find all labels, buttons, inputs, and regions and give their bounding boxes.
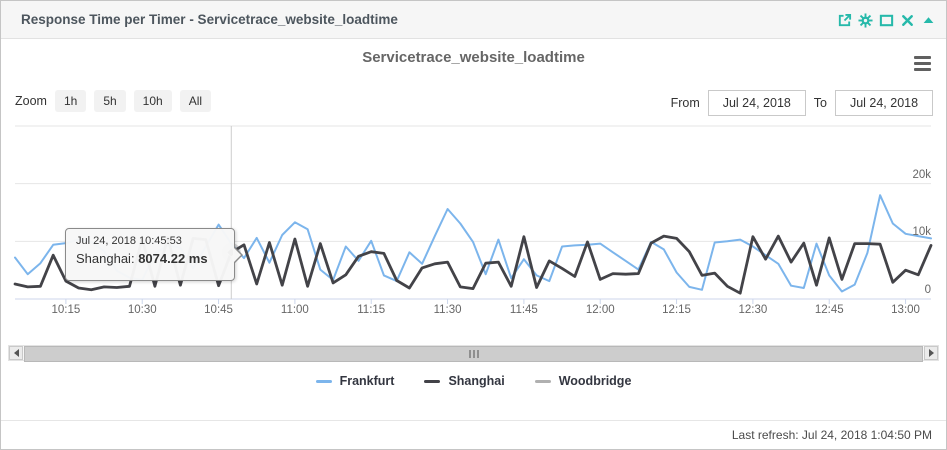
legend-label: Woodbridge bbox=[558, 374, 632, 388]
to-date-input[interactable] bbox=[835, 90, 933, 116]
gear-icon[interactable] bbox=[858, 13, 873, 28]
legend-item-shanghai[interactable]: Shanghai bbox=[424, 374, 505, 388]
close-icon[interactable] bbox=[900, 13, 915, 28]
x-axis-label: 13:00 bbox=[891, 304, 920, 316]
tooltip-value: Shanghai: 8074.22 ms bbox=[76, 251, 208, 266]
from-label: From bbox=[670, 96, 700, 110]
y-axis-label: 20k bbox=[912, 168, 931, 181]
tooltip-datetime: Jul 24, 2018 10:45:53 bbox=[76, 235, 182, 247]
widget-actions bbox=[837, 13, 936, 28]
from-date-input[interactable] bbox=[707, 90, 806, 116]
scrollbar-left-arrow-icon[interactable] bbox=[9, 346, 23, 360]
y-axis-label: 0 bbox=[924, 284, 931, 296]
widget-footer: Last refresh: Jul 24, 2018 1:04:50 PM bbox=[1, 420, 946, 449]
zoom-button-10h[interactable]: 10h bbox=[133, 90, 172, 112]
zoom-toolbar: Zoom 1h 5h 10h All bbox=[15, 90, 212, 112]
zoom-label: Zoom bbox=[15, 94, 47, 108]
open-new-window-icon[interactable] bbox=[837, 13, 852, 28]
x-axis-label: 10:15 bbox=[51, 304, 81, 316]
legend-swatch bbox=[315, 379, 332, 383]
scrollbar-right-arrow-icon[interactable] bbox=[924, 346, 938, 360]
chart-legend: Frankfurt Shanghai Woodbridge bbox=[1, 374, 946, 388]
chart-scrollbar bbox=[8, 345, 939, 362]
chart-context-menu-icon[interactable] bbox=[914, 56, 931, 71]
chart-tooltip: Jul 24, 2018 10:45:53 Shanghai: 8074.22 … bbox=[65, 228, 243, 281]
x-axis-label: 10:45 bbox=[204, 304, 233, 316]
scrollbar-thumb[interactable] bbox=[24, 346, 923, 362]
x-axis-label: 10:30 bbox=[127, 304, 157, 316]
legend-swatch bbox=[534, 379, 551, 383]
legend-label: Frankfurt bbox=[339, 374, 395, 388]
x-axis-label: 11:30 bbox=[433, 304, 462, 316]
legend-swatch bbox=[424, 379, 441, 383]
legend-item-frankfurt[interactable]: Frankfurt bbox=[315, 374, 395, 388]
widget-title: Response Time per Timer - Servicetrace_w… bbox=[21, 12, 398, 27]
date-range-toolbar: From To bbox=[671, 90, 933, 116]
x-axis-label: 11:00 bbox=[280, 304, 309, 316]
y-axis-label: 10k bbox=[912, 226, 931, 239]
last-refresh-text: Last refresh: Jul 24, 2018 1:04:50 PM bbox=[731, 428, 932, 442]
to-label: To bbox=[813, 96, 827, 110]
x-axis-label: 11:45 bbox=[509, 304, 538, 316]
x-axis-label: 12:45 bbox=[814, 304, 844, 316]
zoom-button-all[interactable]: All bbox=[179, 90, 212, 112]
x-axis-label: 12:30 bbox=[738, 304, 768, 316]
x-axis-label: 11:15 bbox=[357, 304, 386, 316]
legend-item-woodbridge[interactable]: Woodbridge bbox=[534, 374, 632, 388]
maximize-icon[interactable] bbox=[879, 13, 894, 28]
chart-title: Servicetrace_website_loadtime bbox=[362, 49, 585, 66]
zoom-button-1h[interactable]: 1h bbox=[54, 90, 87, 112]
x-axis-label: 12:15 bbox=[662, 304, 691, 316]
zoom-button-5h[interactable]: 5h bbox=[94, 90, 126, 112]
collapse-caret-up-icon[interactable] bbox=[921, 13, 936, 28]
legend-label: Shanghai bbox=[448, 374, 505, 388]
x-axis-label: 12:00 bbox=[585, 304, 615, 316]
widget-header: Response Time per Timer - Servicetrace_w… bbox=[1, 1, 946, 39]
